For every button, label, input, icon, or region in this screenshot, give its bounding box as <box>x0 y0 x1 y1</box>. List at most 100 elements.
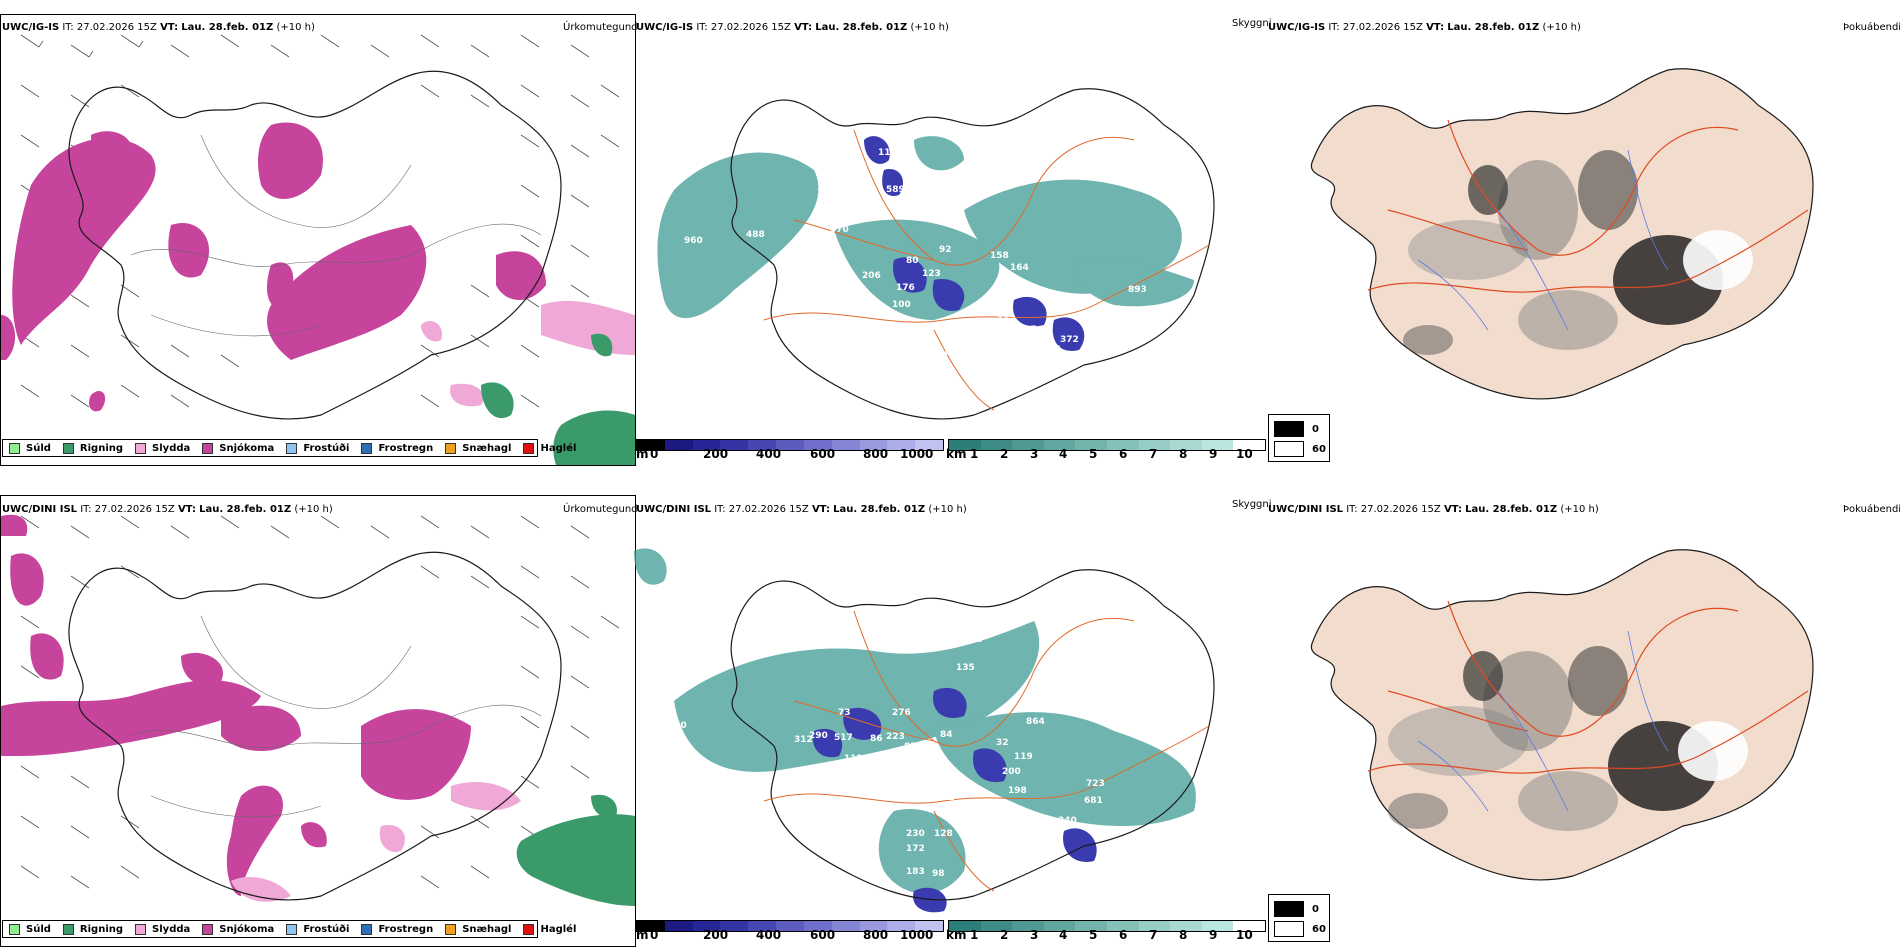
vt-value: Lau. 28.feb. 01Z <box>181 22 274 33</box>
legend-item: Frostúði <box>286 923 349 935</box>
precip-title-row1: Úrkomutegund <box>563 22 638 33</box>
legend-item: Rigning <box>62 442 124 454</box>
cloudbase-label: 124 <box>904 351 923 361</box>
colorbar-segment <box>1075 921 1107 931</box>
iceland-coastline <box>730 88 1215 420</box>
cloudbase-label: 28 <box>817 188 830 198</box>
iceland-coastline <box>68 70 562 420</box>
model-name: UWC/DINI ISL <box>1268 504 1344 515</box>
cloudbase-label: 663 <box>940 328 959 338</box>
cloudbase-label: 372 <box>1060 335 1079 345</box>
wind-barbs <box>20 515 620 889</box>
cloudbase-label: 73 <box>838 708 851 718</box>
cloudbase-tick: 1000 <box>900 928 934 942</box>
visibility-tick: 2 <box>1000 447 1009 461</box>
precip-header-row2: UWC/DINI ISL IT: 27.02.2026 15Z VT: Lau.… <box>2 504 333 516</box>
lead-time: (+10 h) <box>910 22 949 33</box>
colorbar-segment <box>1012 440 1044 450</box>
vt-value: Lau. 28.feb. 01Z <box>1465 504 1558 515</box>
cloudbase-label: 104 <box>932 389 951 399</box>
legend-swatch <box>286 923 298 935</box>
cloud-map-row1: 960 488 570 469 28 589 138 141 111 92 15… <box>657 88 1215 420</box>
legend-item: Frostregn <box>361 442 433 454</box>
cloudbase-label: 162 <box>1000 278 1019 288</box>
colorbar-segment <box>915 440 943 450</box>
cloudbase-label: 589 <box>886 185 905 195</box>
visibility-areas <box>657 136 1194 320</box>
cloudbase-label: 135 <box>956 663 975 673</box>
it-value: 27.02.2026 15Z <box>76 22 157 33</box>
colorbar-segment <box>1170 921 1202 931</box>
model-name: UWC/DINI ISL <box>2 504 78 515</box>
colorbar-segment <box>776 921 804 931</box>
cloudbase-label: 100 <box>892 300 911 310</box>
cloudbase-label: 78 <box>924 748 937 758</box>
legend-swatch <box>445 442 457 454</box>
colorbar-segment <box>692 440 721 450</box>
cloudbase-tick: 1000 <box>900 447 934 461</box>
legend-item: Slydda <box>135 923 190 935</box>
fog-swatch <box>1274 441 1304 457</box>
fog-swatch <box>1274 921 1304 937</box>
visibility-areas <box>634 548 1196 894</box>
cloudbase-label: 112 <box>844 754 863 764</box>
legend-label: Frostúði <box>303 442 350 454</box>
cloudbase-tick: 800 <box>863 447 889 461</box>
colorbar-segment <box>720 921 749 931</box>
cloudbase-label: 172 <box>906 844 925 854</box>
vt-value: Lau. 28.feb. 01Z <box>815 22 908 33</box>
visibility-tick: 1 <box>970 447 979 461</box>
cloudbase-label: 138 <box>917 190 936 200</box>
colorbar-segment <box>1106 440 1139 450</box>
visibility-tick: 7 <box>1149 928 1158 942</box>
colorbar-segment <box>887 921 916 931</box>
cloudbase-label: 198 <box>1008 786 1027 796</box>
legend-swatch <box>523 923 535 935</box>
cloudbase-label: 864 <box>1026 717 1045 727</box>
visibility-colorbar-row1 <box>948 439 1266 451</box>
legend-item: Haglél <box>523 923 576 935</box>
iceland-coastline <box>730 569 1215 901</box>
sleet-areas <box>421 300 635 407</box>
cloudbase-tick: 600 <box>810 447 836 461</box>
colorbar-segment <box>1012 921 1044 931</box>
legend-item: Snjókoma <box>202 923 274 935</box>
colorbar-segment <box>776 440 804 450</box>
legend-label: Rigning <box>79 442 124 454</box>
colorbar-segment <box>803 921 832 931</box>
cloud-map-row2: 240 312 290 517 73 276 86 223 84 112 84 … <box>634 548 1215 913</box>
visibility-colorbar-row2 <box>948 920 1266 932</box>
legend-swatch <box>135 442 147 454</box>
vt-label: VT: <box>811 504 830 515</box>
colorbar-segment <box>1075 440 1107 450</box>
colorbar-segment <box>637 440 665 450</box>
colorbar-segment <box>831 921 860 931</box>
cloudbase-label: 76 <box>906 385 919 395</box>
vt-value: Lau. 28.feb. 01Z <box>833 504 926 515</box>
fog-legend-label: 60 <box>1312 923 1326 935</box>
cloudbase-tick: 400 <box>756 447 782 461</box>
roads <box>763 129 1210 411</box>
cloudbase-label: 158 <box>990 251 1009 261</box>
rain-areas <box>481 333 635 465</box>
model-name: UWC/IG-IS <box>2 22 60 33</box>
cloudbase-label: 240 <box>1058 816 1077 826</box>
cloudbase-label: 488 <box>746 230 765 240</box>
cloudbase-label: 92 <box>939 245 952 255</box>
fog-legend-row1: 0 60 <box>1268 414 1330 462</box>
cloudbase-label: 893 <box>1128 285 1147 295</box>
fog-map-row1 <box>1310 68 1814 400</box>
lead-time: (+10 h) <box>1542 22 1581 33</box>
it-label: IT: <box>1328 22 1340 33</box>
lead-time: (+10 h) <box>294 504 333 515</box>
cloudbase-label: 141 <box>912 168 931 178</box>
fog-legend-item: 60 <box>1274 921 1326 937</box>
fog-legend-item: 60 <box>1274 441 1326 457</box>
colorbar-segment <box>1043 921 1076 931</box>
legend-swatch <box>361 442 373 454</box>
colorbar-segment <box>720 440 749 450</box>
visibility-tick: 8 <box>1179 928 1188 942</box>
cloudbase-label: 190 <box>964 635 983 645</box>
cloud-header-row1: UWC/IG-IS IT: 27.02.2026 15Z VT: Lau. 28… <box>636 22 949 34</box>
colorbar-segment <box>887 440 916 450</box>
